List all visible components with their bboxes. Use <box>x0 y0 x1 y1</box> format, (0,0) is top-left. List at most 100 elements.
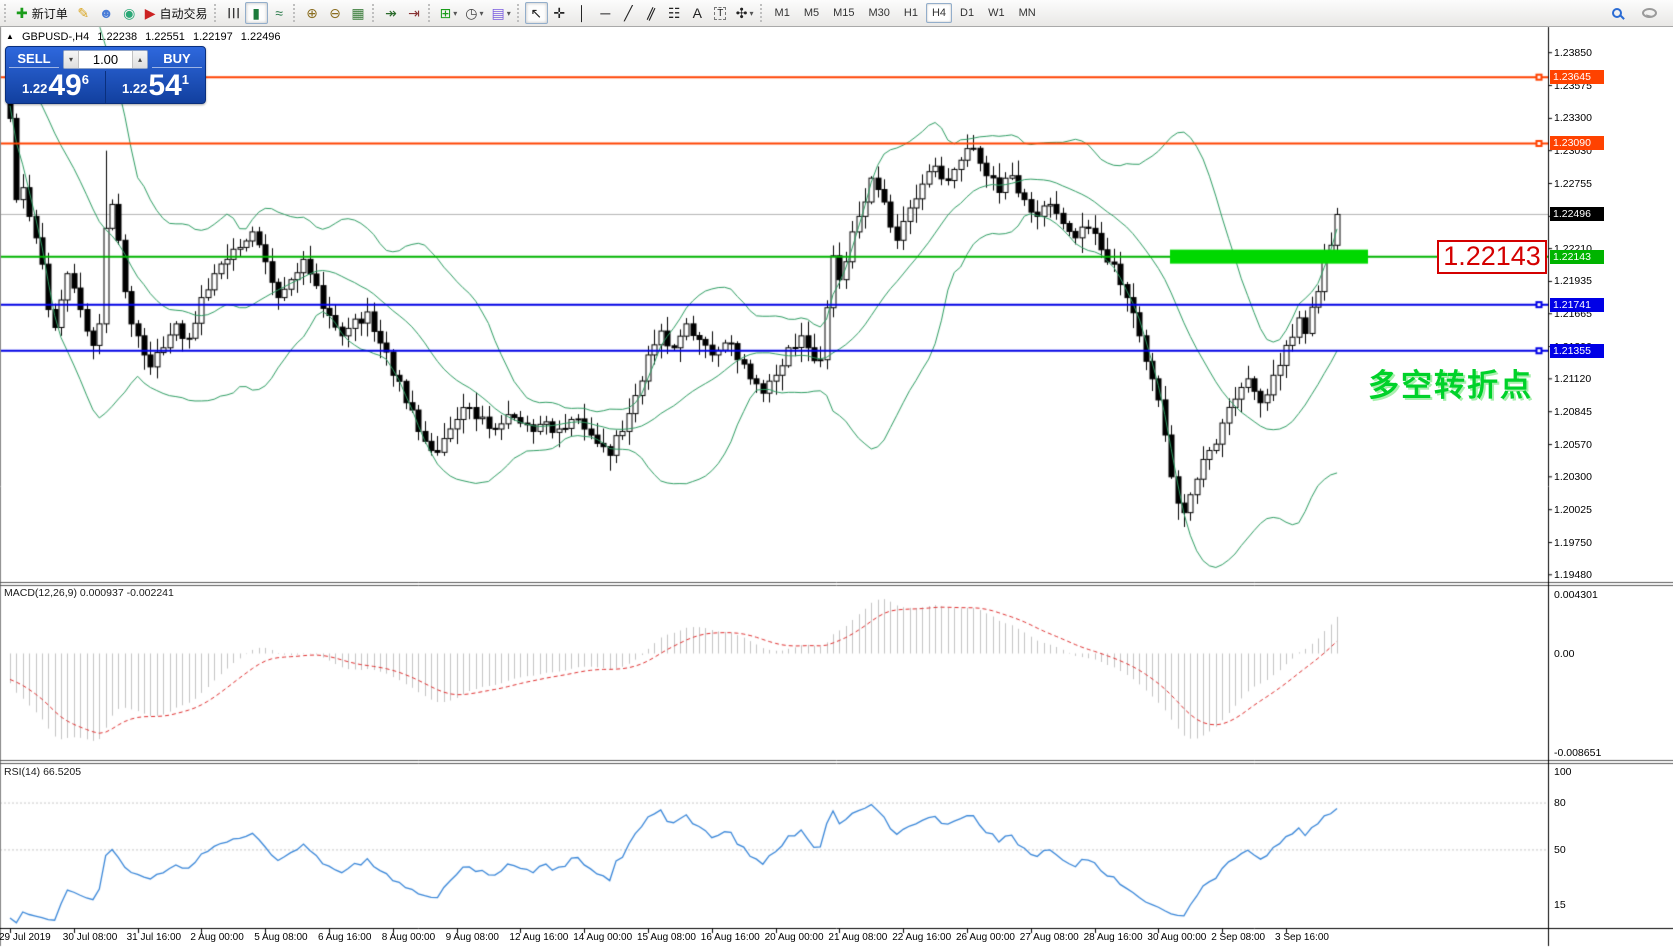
vertical-line-icon: │ <box>577 5 587 21</box>
zoom-out-button[interactable]: ⊖ <box>324 2 347 24</box>
volume-decrease-button[interactable]: ▾ <box>64 50 79 68</box>
autotrading-button[interactable]: ▶ 自动交易 <box>141 2 212 24</box>
templates-button[interactable]: ▤ ▾ <box>488 2 515 24</box>
chevron-down-icon: ▾ <box>506 8 511 18</box>
buy-price[interactable]: 1.22 54 1 <box>106 70 205 103</box>
chart-shift-icon: ⇥ <box>408 5 420 21</box>
timeframe-m30[interactable]: M30 <box>868 7 890 19</box>
timeframe-d1[interactable]: D1 <box>960 7 975 19</box>
price-line-label: 1.23645 <box>1550 70 1604 85</box>
tile-windows-button[interactable]: ▦ <box>347 2 370 24</box>
signals-button[interactable]: ◉ <box>118 2 141 24</box>
price-line-label: 1.22143 <box>1550 249 1604 264</box>
text-button[interactable]: A <box>686 2 709 24</box>
bar-high: 1.22551 <box>145 31 185 43</box>
time-axis-label: 26 Aug 00:00 <box>956 932 1015 943</box>
fibonacci-button[interactable]: ☷ <box>663 2 686 24</box>
price-axis-tick: 1.23850 <box>1554 46 1592 59</box>
autotrading-icon: ▶ <box>144 5 156 21</box>
rsi-axis-tick: 100 <box>1554 765 1572 778</box>
volume-stepper: ▾ 1.00 ▴ <box>63 49 148 69</box>
time-axis-label: 20 Aug 00:00 <box>764 932 824 943</box>
periods-button[interactable]: ◷ ▾ <box>461 2 487 24</box>
timeframe-w1[interactable]: W1 <box>988 7 1005 19</box>
toolbar-separator <box>427 4 432 22</box>
time-axis-label: 30 Jul 08:00 <box>62 932 118 943</box>
timeframe-m5[interactable]: M5 <box>803 7 820 19</box>
text-label-icon: T <box>714 6 727 20</box>
bar-chart-button[interactable]: ☰ <box>222 2 245 24</box>
rsi-axis-tick: 15 <box>1554 898 1566 911</box>
cursor-button[interactable]: ↖ <box>524 2 548 24</box>
chat-icon <box>1642 8 1657 18</box>
timeframe-h1[interactable]: H1 <box>903 7 918 19</box>
toolbar-separator <box>213 4 218 22</box>
line-chart-button[interactable]: ≈ <box>268 2 291 24</box>
new-order-button-label: 新订单 <box>31 6 68 21</box>
toolbar-separator <box>371 4 376 22</box>
metaeditor-icon: ✎ <box>77 5 90 21</box>
price-axis-tick: 1.19750 <box>1554 536 1592 549</box>
market-watch-button[interactable]: ☻ <box>95 2 118 24</box>
crosshair-icon: ✛ <box>553 5 566 21</box>
time-axis-label: 2 Sep 08:00 <box>1211 932 1266 943</box>
metaeditor-button[interactable]: ✎ <box>72 2 95 24</box>
time-axis-label: 28 Aug 16:00 <box>1083 932 1143 943</box>
zoom-out-icon: ⊖ <box>329 5 341 21</box>
chevron-down-icon: ▾ <box>749 8 754 18</box>
templates-icon: ▤ <box>491 5 505 21</box>
autotrading-button-label: 自动交易 <box>159 6 208 21</box>
timeframe-mn[interactable]: MN <box>1018 7 1036 19</box>
tick-up-icon: ▲ <box>6 32 14 41</box>
zoom-in-button[interactable]: ⊕ <box>301 2 324 24</box>
auto-scroll-icon: ↠ <box>385 5 397 21</box>
new-order-button[interactable]: ✚ 新订单 <box>12 2 72 24</box>
auto-scroll-button[interactable]: ↠ <box>380 2 403 24</box>
time-axis-label: 16 Aug 16:00 <box>700 932 760 943</box>
chinese-note-object[interactable]: 多空转折点 <box>1368 368 1533 403</box>
candlestick-button[interactable]: ▮ <box>244 2 268 24</box>
timeframe-h4[interactable]: H4 <box>925 3 953 23</box>
time-axis-label: 12 Aug 16:00 <box>509 932 569 943</box>
price-axis-tick: 1.21120 <box>1554 372 1592 385</box>
timeframe-m1[interactable]: M1 <box>774 7 790 19</box>
chat-button[interactable] <box>1638 2 1661 24</box>
trendline-button[interactable]: ╱ <box>617 2 640 24</box>
vertical-line-button[interactable]: │ <box>571 2 594 24</box>
sell-button[interactable]: SELL <box>9 51 59 68</box>
horizontal-line-icon: ─ <box>600 5 611 21</box>
macd-axis-zero: 0.00 <box>1554 647 1575 660</box>
volume-input[interactable]: 1.00 <box>92 51 119 67</box>
macd-axis-min: -0.008651 <box>1554 747 1602 759</box>
indicators-button[interactable]: ⊞ ▾ <box>436 2 462 24</box>
time-axis-label: 14 Aug 00:00 <box>573 932 633 943</box>
new-order-icon: ✚ <box>16 5 28 21</box>
chart-shift-button[interactable]: ⇥ <box>403 2 426 24</box>
time-axis-label: 5 Aug 08:00 <box>254 932 308 943</box>
rsi-axis-tick: 80 <box>1554 797 1566 810</box>
rsi-label: RSI(14) 66.5205 <box>4 766 82 778</box>
current-price-label: 1.22496 <box>1550 207 1604 222</box>
fibonacci-icon: ☷ <box>668 5 681 21</box>
toolbar-separator <box>4 4 8 22</box>
time-axis-label: 21 Aug 08:00 <box>828 932 888 943</box>
buy-button[interactable]: BUY <box>152 51 202 68</box>
arrows-button[interactable]: ✣ ▾ <box>732 2 758 24</box>
signals-icon: ◉ <box>123 5 136 21</box>
price-line-label: 1.21355 <box>1550 343 1604 358</box>
search-button[interactable] <box>1605 2 1628 24</box>
price-axis-tick: 1.20570 <box>1554 438 1592 451</box>
crosshair-button[interactable]: ✛ <box>548 2 571 24</box>
symbol-info-line: ▲ GBPUSD-,H4 1.22238 1.22551 1.22197 1.2… <box>6 31 286 43</box>
horizontal-line-button[interactable]: ─ <box>594 2 617 24</box>
text-label-button[interactable]: T <box>709 2 732 24</box>
price-axis-tick: 1.19480 <box>1554 568 1592 581</box>
equidistant-channel-button[interactable]: ∥ <box>640 2 663 24</box>
time-axis-label: 8 Aug 00:00 <box>381 932 436 943</box>
timeframe-m15[interactable]: M15 <box>833 7 855 19</box>
price-callout-object[interactable]: 1.22143 <box>1437 240 1547 274</box>
volume-increase-button[interactable]: ▴ <box>132 50 147 68</box>
indicators-icon: ⊞ <box>439 5 452 21</box>
sell-price[interactable]: 1.22 49 6 <box>6 70 106 103</box>
